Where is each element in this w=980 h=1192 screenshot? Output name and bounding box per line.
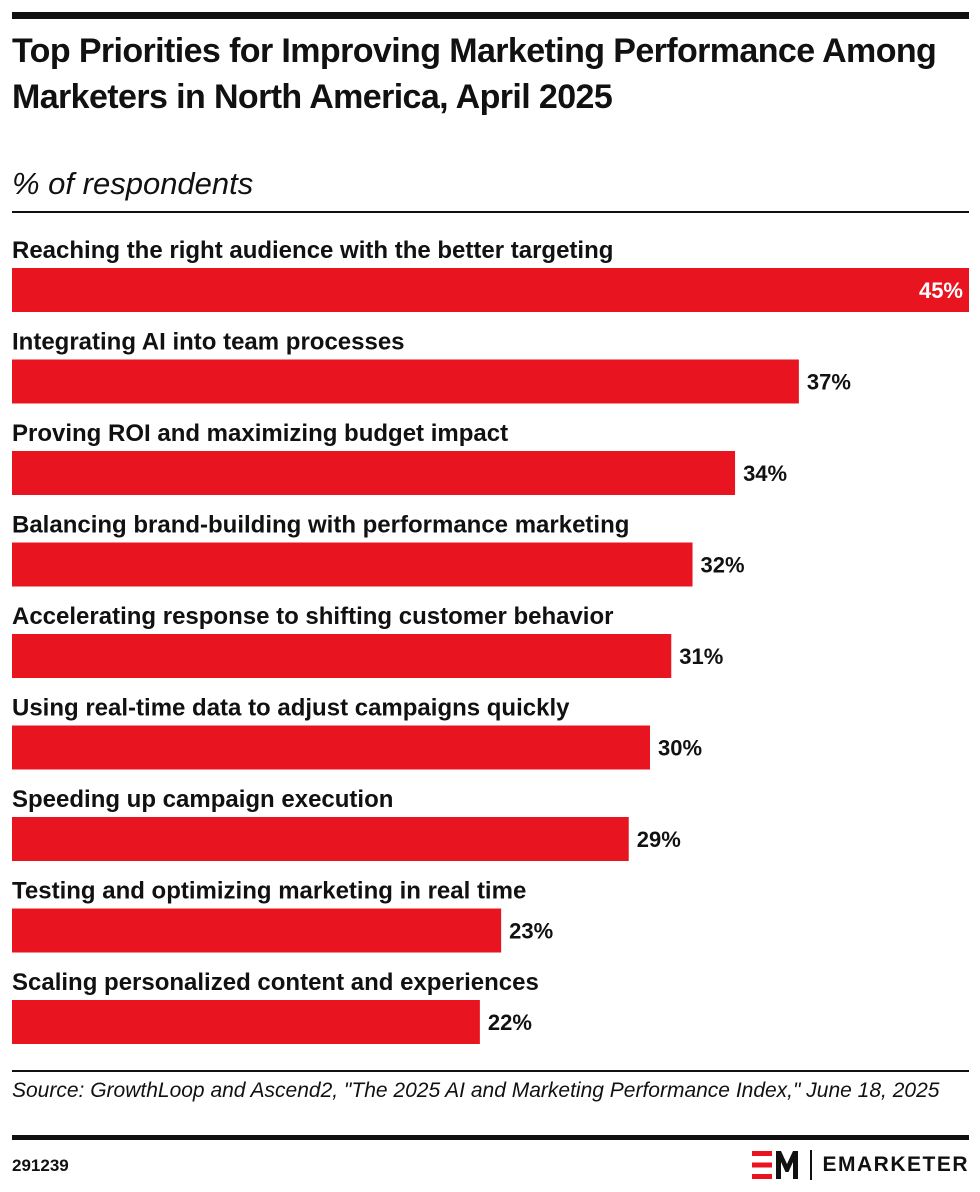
value-label: 30%: [658, 736, 702, 761]
category-label: Balancing brand-building with performanc…: [12, 512, 629, 539]
value-label: 37%: [807, 370, 851, 395]
bar: [12, 1000, 480, 1044]
value-label: 31%: [679, 644, 723, 669]
value-label: 32%: [701, 553, 745, 578]
value-label: 22%: [488, 1010, 532, 1035]
bar: [12, 451, 736, 495]
chart-subtitle: % of respondents: [12, 166, 254, 201]
bar: [12, 542, 693, 587]
value-label: 45%: [919, 278, 963, 303]
bar: [12, 725, 650, 770]
bar: [12, 268, 969, 312]
bar: [12, 634, 672, 678]
value-label: 23%: [509, 919, 553, 944]
em-logo-icon: EM: [752, 1151, 799, 1179]
logo-separator: [810, 1150, 813, 1180]
value-label: 29%: [637, 827, 681, 852]
top-rule: [12, 12, 969, 19]
chart-id: 291239: [12, 1156, 69, 1175]
category-label: Accelerating response to shifting custom…: [12, 603, 613, 630]
category-label: Proving ROI and maximizing budget impact: [12, 420, 508, 447]
source-note: Source: GrowthLoop and Ascend2, "The 202…: [12, 1079, 940, 1102]
emarketer-logo[interactable]: EM EMARKETER: [752, 1149, 969, 1181]
brand-name: EMARKETER: [822, 1153, 969, 1176]
category-label: Testing and optimizing marketing in real…: [12, 878, 526, 905]
bar: [12, 908, 502, 953]
chart-title: Top Priorities for Improving Marketing P…: [12, 32, 937, 116]
category-label: Reaching the right audience with the bet…: [12, 237, 613, 264]
bar: [12, 817, 629, 861]
header-rule: [12, 211, 969, 213]
category-label: Scaling personalized content and experie…: [12, 969, 539, 996]
bottom-rule: [12, 1135, 969, 1140]
bar: [12, 359, 799, 404]
footer-rule: [12, 1070, 969, 1072]
category-label: Integrating AI into team processes: [12, 329, 405, 356]
category-label: Speeding up campaign execution: [12, 786, 393, 813]
category-label: Using real-time data to adjust campaigns…: [12, 695, 570, 722]
value-label: 34%: [743, 461, 787, 486]
